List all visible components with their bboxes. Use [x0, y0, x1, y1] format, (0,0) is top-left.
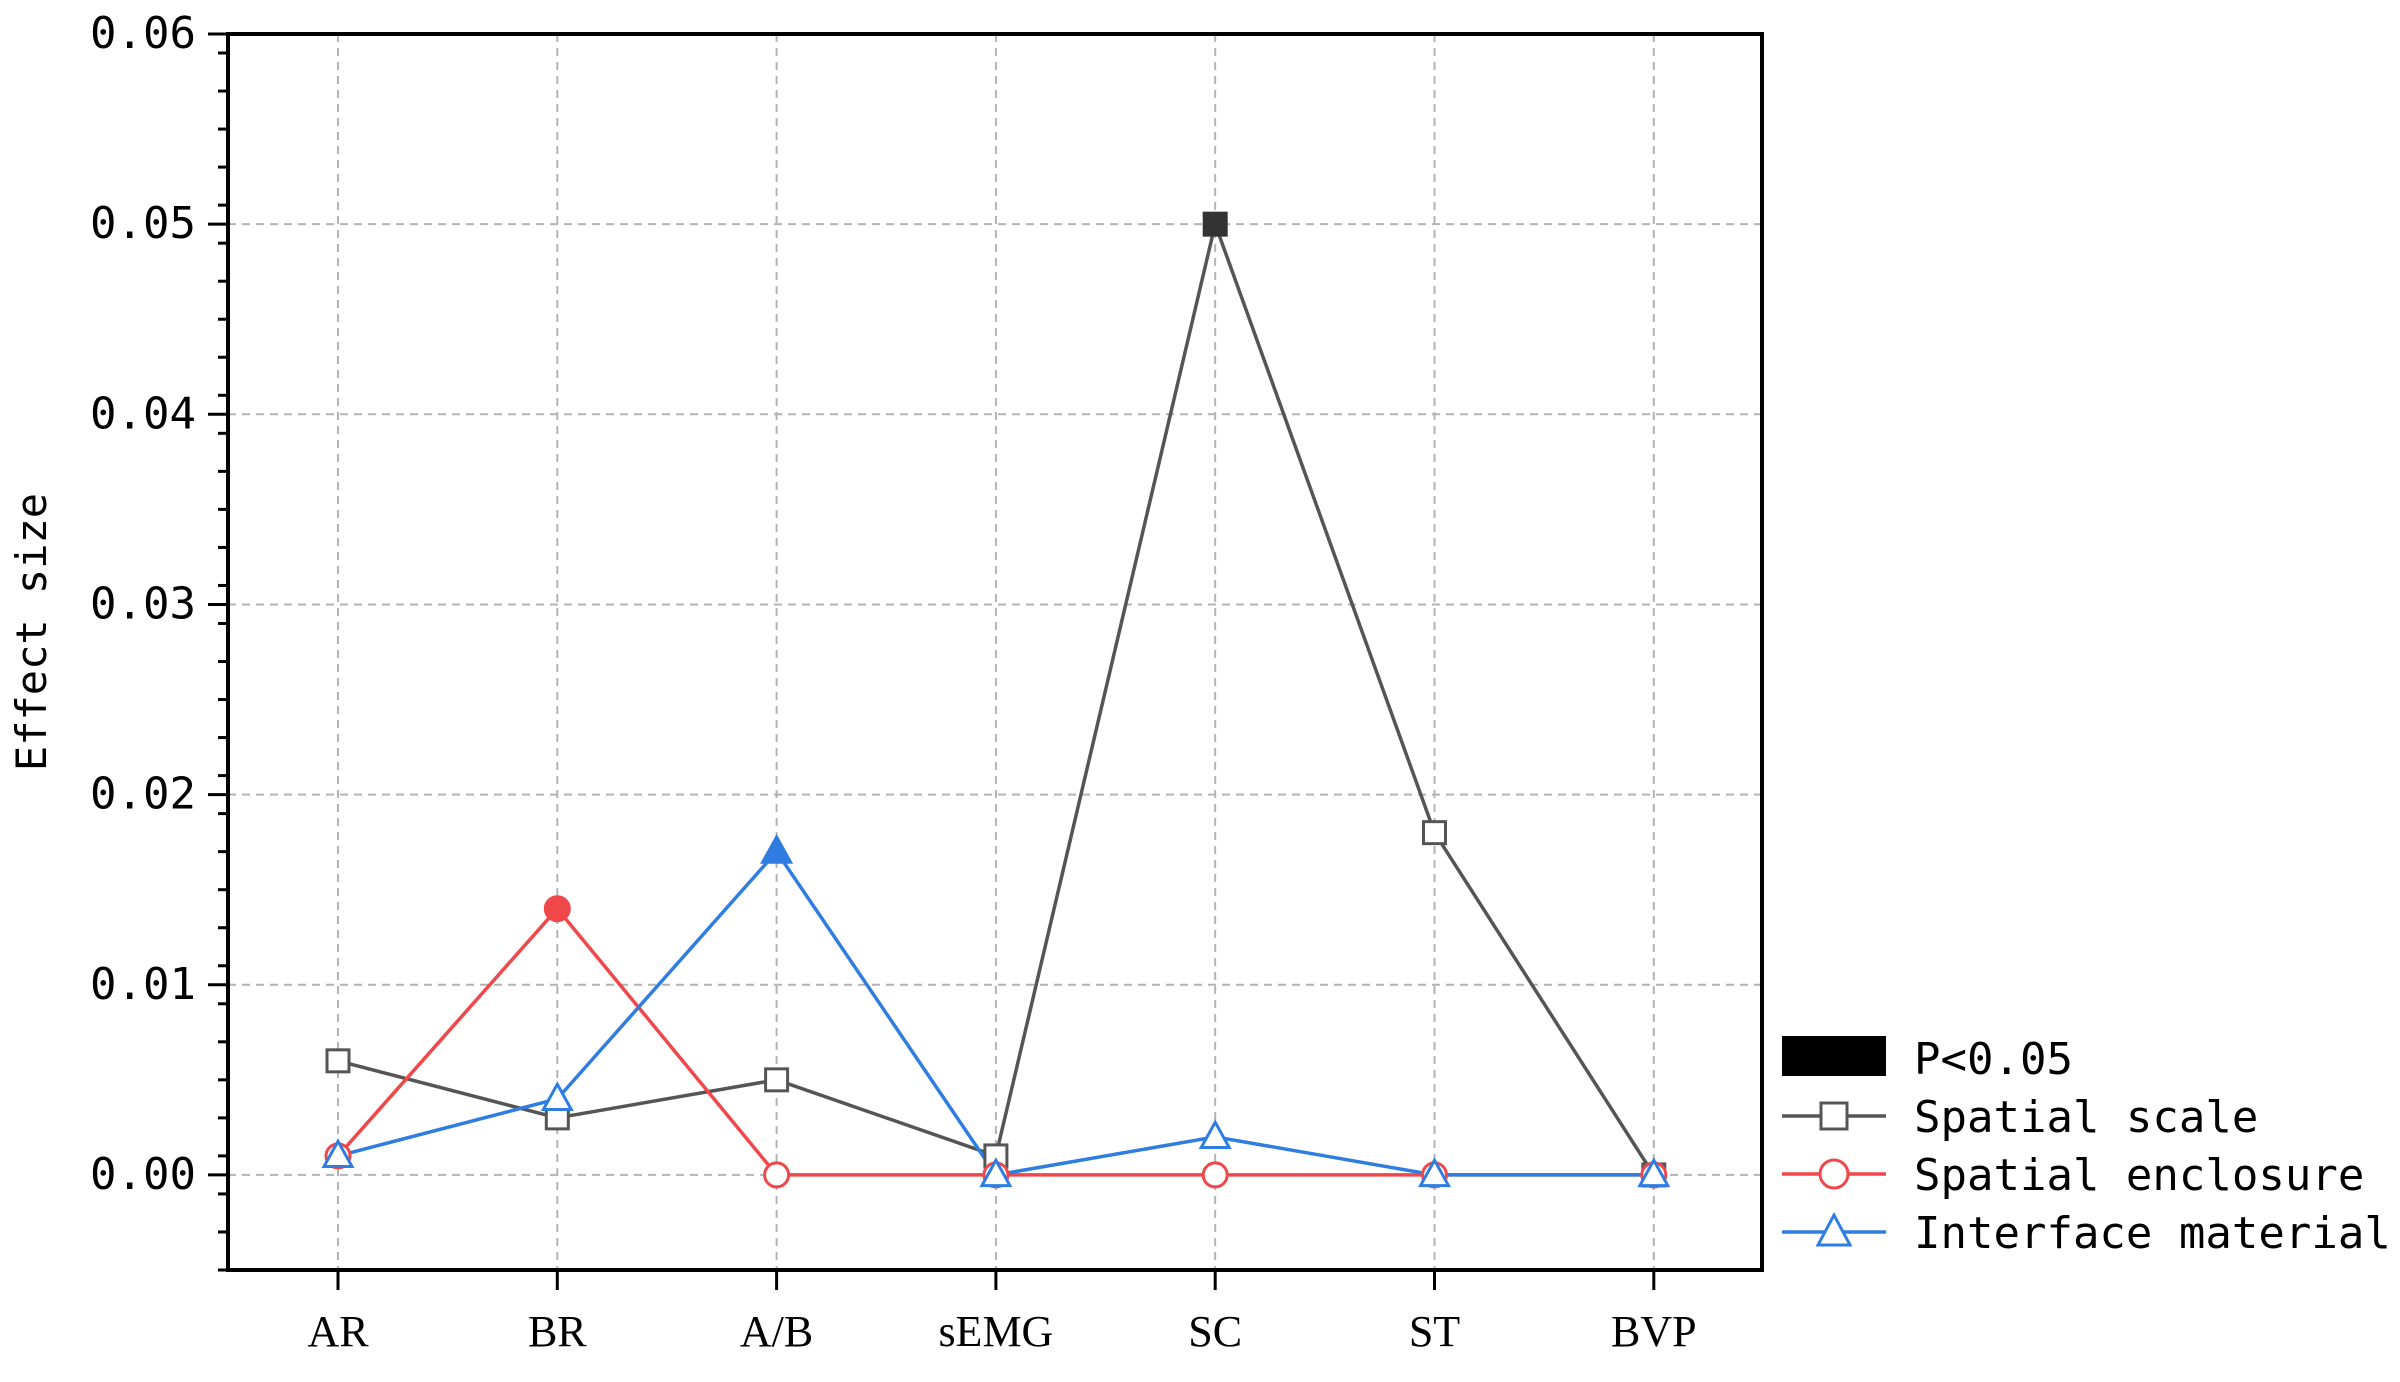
- legend-item: Interface material: [1782, 1208, 2391, 1259]
- x-tick-label: BR: [528, 1307, 587, 1356]
- grid: [228, 33, 1762, 1270]
- x-tick-label: ST: [1409, 1307, 1460, 1356]
- data-point-square: [1819, 1101, 1849, 1131]
- y-tick-label: 0.02: [90, 769, 196, 820]
- legend-label: Interface material: [1914, 1208, 2391, 1259]
- data-point-triangle: [1198, 1119, 1232, 1150]
- x-axis: AR BR A/B sEMG SC ST BVP: [307, 1270, 1697, 1356]
- series-markers: [321, 833, 1671, 1188]
- legend-item: Spatial enclosure: [1782, 1150, 2364, 1201]
- data-point-triangle: [760, 833, 794, 864]
- data-point-triangle: [1815, 1211, 1853, 1247]
- data-point-square: [1202, 211, 1228, 237]
- y-tick-label: 0.00: [90, 1149, 196, 1200]
- x-tick-label: SC: [1188, 1307, 1242, 1356]
- y-axis-title: Effect size: [7, 493, 56, 771]
- y-axis: 0.00 0.01 0.02 0.03 0.04 0.05 0.06: [90, 8, 228, 1272]
- x-tick-label: BVP: [1611, 1307, 1697, 1356]
- legend-significance-swatch: [1782, 1036, 1886, 1076]
- legend-significance-label: P<0.05: [1914, 1034, 2073, 1085]
- data-point-triangle: [979, 1157, 1013, 1188]
- y-tick-label: 0.05: [90, 198, 196, 249]
- x-tick-label: sEMG: [938, 1307, 1053, 1356]
- y-tick-label: 0.04: [90, 388, 196, 439]
- data-point-triangle: [540, 1081, 574, 1112]
- y-tick-label: 0.06: [90, 8, 196, 59]
- data-point-triangle: [321, 1138, 355, 1169]
- x-tick-label: AR: [307, 1307, 369, 1356]
- data-point-circle: [1818, 1158, 1850, 1190]
- y-tick-label: 0.01: [90, 959, 196, 1010]
- series-group: [321, 211, 1671, 1189]
- data-point-triangle: [1417, 1157, 1452, 1188]
- legend-label: Spatial scale: [1914, 1092, 2258, 1143]
- y-tick-label: 0.03: [90, 578, 196, 629]
- data-point-triangle: [1637, 1157, 1671, 1188]
- data-point-square: [1422, 820, 1447, 846]
- data-point-circle: [543, 895, 571, 923]
- data-point-circle: [763, 1161, 791, 1189]
- legend: P<0.05 Spatial scale Spatial enclosure Int…: [1782, 1034, 2391, 1259]
- data-point-circle: [1201, 1161, 1229, 1189]
- legend-item: Spatial scale: [1782, 1092, 2258, 1143]
- data-point-square: [325, 1048, 351, 1074]
- x-tick-label: A/B: [740, 1307, 813, 1356]
- legend-label: Spatial enclosure: [1914, 1150, 2364, 1201]
- data-point-square: [764, 1067, 790, 1093]
